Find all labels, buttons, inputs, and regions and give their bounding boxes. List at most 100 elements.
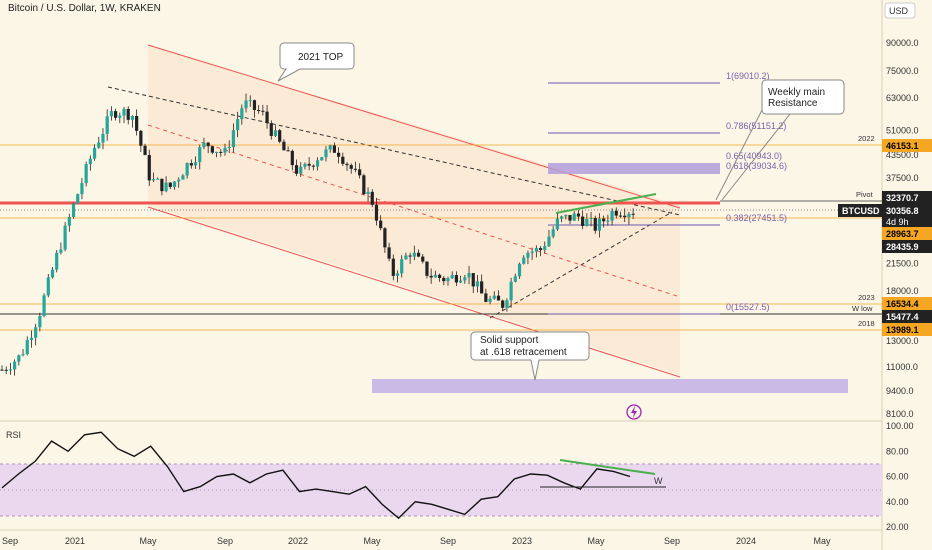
candle	[475, 274, 480, 293]
candle	[589, 211, 593, 227]
price-tick: 37500.0	[886, 173, 919, 183]
candle	[147, 149, 151, 186]
candle	[610, 208, 614, 226]
candle	[387, 242, 391, 262]
candle	[55, 250, 59, 273]
time-tick: 2021	[65, 536, 85, 546]
candle	[156, 177, 160, 180]
tag-15477: 15477.4	[886, 312, 919, 322]
time-tick: Sep	[2, 536, 18, 546]
candle	[370, 189, 374, 208]
candle	[568, 215, 572, 225]
candle	[597, 213, 602, 238]
candle	[71, 202, 76, 219]
candle	[425, 261, 429, 279]
candle	[46, 274, 50, 298]
candle	[311, 164, 315, 171]
label-pivot: Pivot	[856, 190, 874, 199]
price-tick: 18000.0	[886, 286, 919, 296]
price-tick: 75000.0	[886, 66, 919, 76]
candle	[172, 181, 177, 190]
price-tick: 9400.0	[886, 386, 914, 396]
candle	[492, 291, 496, 300]
candle	[404, 252, 408, 260]
candle	[126, 106, 130, 125]
candle	[454, 271, 459, 287]
rsi-tick-labels: 100.00 80.00 60.00 40.00 20.00	[886, 421, 914, 532]
price-axis[interactable]	[882, 0, 932, 550]
svg-text:Solid support: Solid support	[480, 335, 539, 346]
candle	[362, 173, 366, 196]
candle	[408, 252, 412, 264]
callout-weekly-resistance: Weekly main Resistance	[715, 79, 845, 201]
time-tick-labels: Sep 2021 May Sep 2022 May Sep 2023 May Sep 2024 May	[2, 536, 831, 546]
candle	[109, 106, 113, 121]
rsi-divergence-line	[559, 459, 656, 475]
candle	[29, 330, 34, 348]
fib-zone	[548, 163, 720, 174]
rising-support	[489, 211, 673, 319]
rsi-tick: 100.00	[886, 421, 914, 431]
candle	[572, 211, 576, 221]
candle	[337, 147, 341, 164]
candle	[88, 155, 92, 171]
candle	[231, 123, 236, 153]
candle	[244, 93, 248, 113]
candle	[551, 226, 555, 239]
candle	[248, 95, 252, 108]
svg-text:Weekly main: Weekly main	[768, 87, 825, 98]
candle	[555, 213, 559, 231]
candle	[299, 162, 303, 177]
candle	[114, 108, 118, 121]
candle	[484, 288, 488, 303]
fib-label-0: 0(15527.5)	[726, 302, 770, 312]
rsi-line	[1, 431, 631, 520]
candle	[480, 274, 484, 294]
tag-13989: 13989.1	[886, 325, 919, 335]
price-tick: 8100.0	[886, 409, 914, 419]
candle	[130, 115, 135, 128]
candle	[63, 222, 67, 252]
candle	[606, 214, 610, 226]
candle	[97, 136, 101, 149]
fib-label-382: 0.382(27451.5)	[726, 213, 787, 223]
candle	[307, 157, 311, 171]
candle	[67, 213, 71, 232]
label-wlow: W low	[852, 304, 873, 313]
rsi-tick: 40.00	[886, 497, 909, 507]
candle	[627, 211, 631, 225]
candle	[206, 142, 210, 154]
green-trendline	[555, 193, 657, 214]
candle	[581, 210, 585, 230]
candle	[505, 298, 509, 312]
candle	[303, 162, 307, 170]
candle	[252, 99, 257, 118]
candle	[198, 144, 202, 170]
candle	[513, 273, 517, 283]
support-zone	[372, 379, 848, 393]
candle	[374, 197, 379, 226]
candle	[534, 245, 538, 258]
candle	[122, 106, 126, 124]
rsi-label: RSI	[6, 430, 21, 440]
candle	[38, 312, 42, 332]
fib-retracement[interactable]	[548, 82, 720, 315]
candles-group	[0, 93, 635, 376]
candle	[564, 214, 568, 220]
price-tags: 46153.1 32370.7 BTCUSD 30356.8 4d 9h 289…	[838, 139, 932, 336]
candle	[273, 125, 278, 138]
candle	[105, 109, 109, 141]
lightning-icon[interactable]	[626, 404, 642, 420]
candle	[261, 104, 265, 116]
time-tick: May	[587, 536, 605, 546]
candle	[471, 273, 475, 294]
candle	[332, 142, 336, 154]
candle	[450, 271, 454, 279]
candle	[315, 157, 320, 171]
tag-32370: 32370.7	[886, 193, 919, 203]
candle	[185, 162, 189, 179]
channel-upper	[147, 44, 681, 209]
currency-button[interactable]: USD	[884, 2, 916, 19]
candle	[143, 143, 147, 156]
